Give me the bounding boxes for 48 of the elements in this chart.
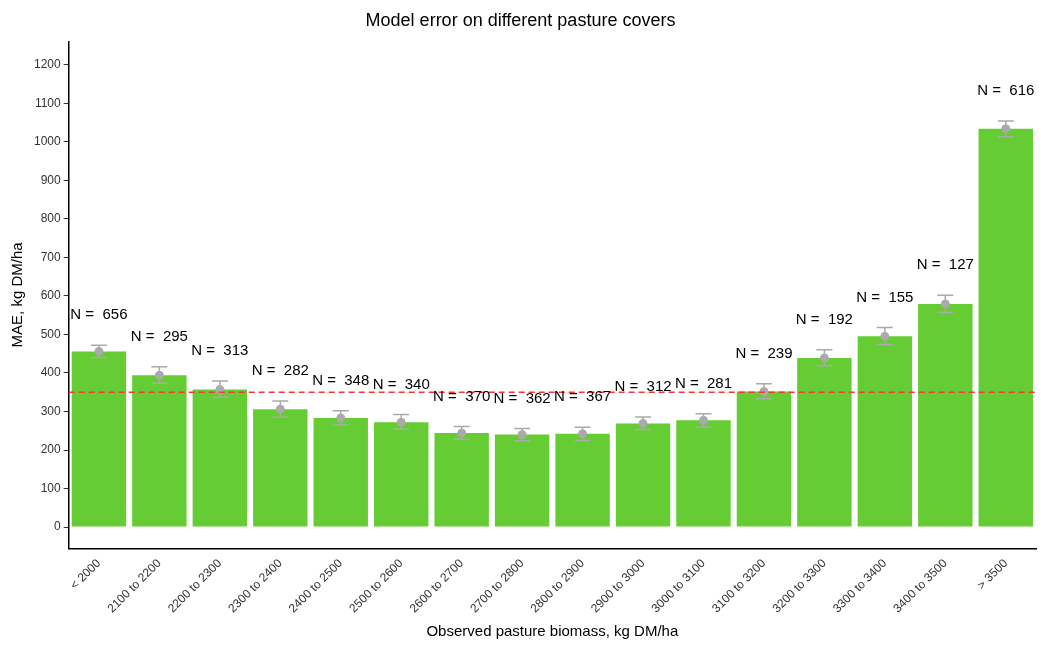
- bar: [978, 128, 1033, 527]
- y-tick-label: 300: [40, 403, 62, 418]
- y-tick-label: 700: [40, 249, 62, 264]
- bar: [615, 423, 671, 527]
- y-tick-label: 0: [54, 519, 62, 534]
- bar: [857, 336, 913, 527]
- y-tick-label: 1200: [33, 57, 62, 72]
- annotation: N = 340: [372, 374, 430, 392]
- y-tick-label: 100: [40, 480, 62, 495]
- annotation: N = 155: [856, 287, 914, 305]
- y-tick-label: 1000: [33, 134, 62, 149]
- annotation: N = 282: [251, 361, 309, 379]
- annotation: N = 616: [977, 81, 1035, 99]
- bar: [192, 389, 248, 527]
- annotation: N = 370: [433, 386, 491, 404]
- annotation: N = 192: [795, 309, 853, 327]
- y-tick-label: 600: [40, 288, 62, 303]
- annotation: N = 367: [554, 387, 612, 405]
- bar: [132, 375, 187, 527]
- bar: [374, 422, 429, 527]
- y-tick-label: 500: [40, 326, 62, 341]
- annotation: N = 127: [916, 255, 974, 273]
- annotation: N = 281: [674, 373, 733, 391]
- bar: [71, 351, 127, 527]
- bar: [313, 418, 368, 527]
- y-tick-label: 1100: [34, 95, 62, 110]
- annotation: N = 312: [614, 377, 672, 395]
- bar: [797, 357, 852, 527]
- y-tick-label: 400: [40, 365, 62, 380]
- bar: [253, 409, 308, 527]
- annotation: N = 348: [312, 370, 370, 388]
- bar: [676, 420, 731, 527]
- bar: [736, 391, 792, 527]
- annotation: N = 362: [493, 388, 551, 406]
- bar: [494, 434, 550, 527]
- y-axis-title: MAE, kg DM/ha: [8, 241, 26, 348]
- bar: [918, 303, 973, 527]
- x-axis-title: Observed pasture biomass, kg DM/ha: [426, 622, 679, 640]
- bar: [555, 433, 610, 527]
- annotation: N = 656: [70, 305, 128, 323]
- annotation: N = 313: [191, 341, 249, 359]
- y-tick-label: 200: [40, 442, 62, 457]
- y-tick-label: 900: [40, 172, 62, 187]
- bar: [434, 433, 489, 527]
- annotation: N = 239: [735, 343, 793, 361]
- y-tick-label: 800: [40, 211, 62, 226]
- chart-title: Model error on different pasture covers: [365, 9, 676, 30]
- annotation: N = 295: [130, 326, 188, 344]
